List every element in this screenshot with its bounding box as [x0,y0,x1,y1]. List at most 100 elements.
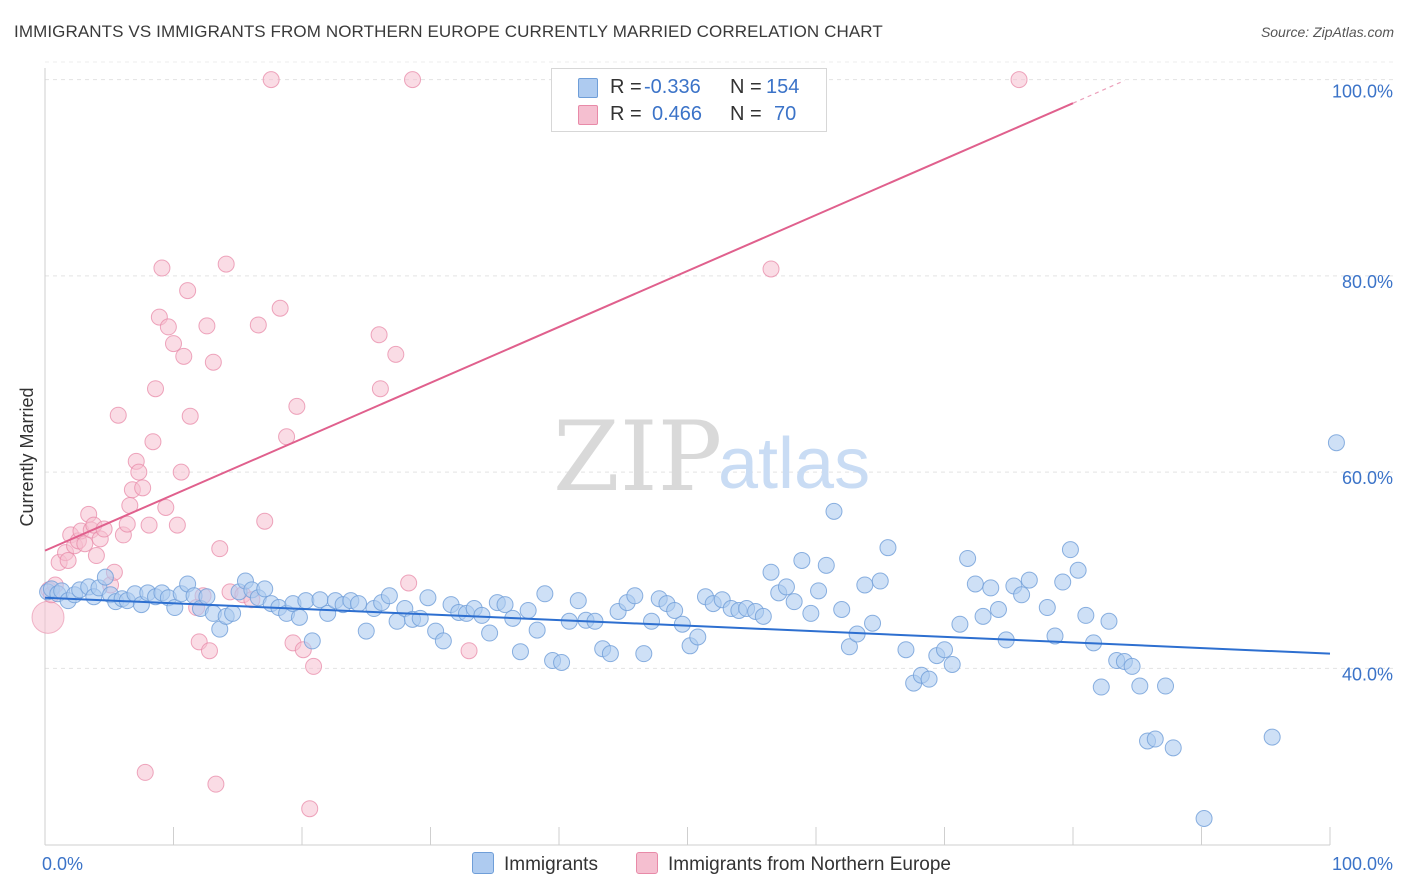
data-point [404,71,422,89]
y-tick-label: 60.0% [1342,468,1393,488]
data-point [136,763,154,781]
y-tick-label: 40.0% [1342,664,1393,684]
data-point [419,589,437,607]
data-point [1123,657,1141,675]
data-point [856,576,874,594]
data-point [198,588,216,606]
data-point [1054,573,1072,591]
data-point [864,614,882,632]
data-point [140,516,158,534]
series-immigrants-points [39,434,1345,828]
data-point [256,580,274,598]
data-point [833,601,851,618]
data-point [387,345,405,363]
northern-europe-trend-line [44,102,1074,552]
y-axis-label: Currently Married [17,387,37,526]
data-point [785,593,803,611]
data-point [271,299,289,317]
data-point [1100,612,1118,630]
data-point [536,585,554,603]
data-point [762,563,780,581]
data-point [198,317,216,335]
data-point [1092,678,1110,696]
data-point [481,624,499,642]
data-point [643,612,661,630]
data-point [224,604,242,622]
data-point [172,463,190,481]
data-point [943,655,961,673]
data-point [553,653,571,671]
data-point [1046,627,1064,645]
data-point [626,587,644,605]
data-point [1263,728,1281,746]
stats-row-immigrants: R = -0.336 N = 154 [552,74,826,102]
r-label: R = [610,103,642,125]
data-point [96,568,114,586]
data-point [754,607,772,625]
x-tick-labels: 0.0% 100.0% [42,854,1393,874]
data-point [1164,739,1182,757]
chart-title: IMMIGRANTS VS IMMIGRANTS FROM NORTHERN E… [14,22,883,41]
data-point [1020,571,1038,589]
data-point [256,512,274,530]
y-tick-labels: 40.0% 60.0% 80.0% 100.0% [1332,82,1393,685]
data-point [305,657,323,675]
series-northern-europe-points [31,71,1028,818]
data-point [528,621,546,639]
data-point [297,592,315,610]
watermark-zip: ZIP [553,401,722,513]
data-point [204,353,222,371]
x-tick-label: 0.0% [42,854,83,874]
immigrants-n-value: 154 [766,76,800,98]
data-point [434,632,452,650]
data-point [380,587,398,605]
data-point [966,575,984,593]
data-point [357,622,375,640]
axes [44,68,1331,846]
data-point [1195,810,1213,828]
data-point [519,601,537,619]
northern-europe-trend-extension [1072,80,1125,104]
data-point [411,609,429,627]
data-point [1327,434,1345,452]
data-point [217,255,235,273]
source-credit: Source: ZipAtlas.com [1260,24,1394,40]
data-point [936,641,953,659]
data-point [181,407,199,425]
data-point [157,498,175,516]
data-point [1010,71,1028,89]
trend-lines [44,80,1331,655]
data-point [825,502,843,520]
y-tick-label: 100.0% [1332,82,1393,102]
data-point [207,775,225,793]
data-point [1146,730,1164,748]
legend-northern-europe-label: Immigrants from Northern Europe [668,854,951,875]
data-point [400,574,418,592]
data-point [87,547,105,565]
data-point [871,572,889,590]
data-point [511,643,529,661]
data-point [165,335,182,353]
data-point [810,582,828,600]
data-point [777,578,795,596]
northern-europe-r-value: 0.466 [652,103,703,125]
data-point [168,516,186,534]
data-point [118,515,136,533]
watermark: ZIP atlas [553,401,870,513]
data-point [59,551,77,569]
n-label: N = [730,76,762,98]
data-point [920,670,938,688]
immigrants-swatch [578,78,598,98]
data-point [1077,606,1095,624]
data-point [673,615,691,633]
data-point [350,595,368,613]
data-point [1131,677,1149,695]
data-point [601,645,619,663]
data-point [147,380,165,398]
data-point [179,282,197,300]
data-point [1157,677,1175,695]
data-point [109,406,127,424]
data-point [569,592,587,610]
data-point [473,606,491,624]
